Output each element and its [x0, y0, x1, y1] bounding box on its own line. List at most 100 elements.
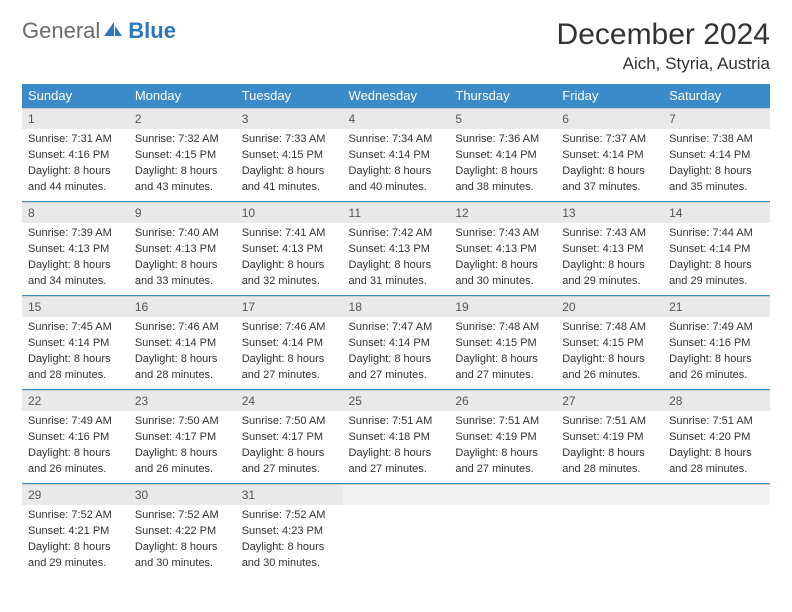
day-day2: and 26 minutes.	[135, 462, 230, 477]
day-day2: and 34 minutes.	[28, 274, 123, 289]
day-day2: and 28 minutes.	[562, 462, 657, 477]
day-sunrise: Sunrise: 7:52 AM	[28, 508, 123, 523]
day-day1: Daylight: 8 hours	[455, 258, 550, 273]
logo: General Blue	[22, 18, 176, 44]
calendar-cell: 24Sunrise: 7:50 AMSunset: 4:17 PMDayligh…	[236, 390, 343, 484]
day-day2: and 29 minutes.	[562, 274, 657, 289]
day-sunrise: Sunrise: 7:46 AM	[242, 320, 337, 335]
calendar-cell: 23Sunrise: 7:50 AMSunset: 4:17 PMDayligh…	[129, 390, 236, 484]
day-sunrise: Sunrise: 7:32 AM	[135, 132, 230, 147]
day-day2: and 28 minutes.	[669, 462, 764, 477]
day-sunset: Sunset: 4:14 PM	[135, 336, 230, 351]
day-day1: Daylight: 8 hours	[28, 164, 123, 179]
weekday-header: Saturday	[663, 84, 770, 108]
day-number-empty	[556, 484, 663, 505]
day-sunset: Sunset: 4:19 PM	[455, 430, 550, 445]
day-day2: and 37 minutes.	[562, 180, 657, 195]
day-data: Sunrise: 7:49 AMSunset: 4:16 PMDaylight:…	[663, 317, 770, 387]
day-sunrise: Sunrise: 7:44 AM	[669, 226, 764, 241]
calendar-row: 8Sunrise: 7:39 AMSunset: 4:13 PMDaylight…	[22, 202, 770, 296]
day-day1: Daylight: 8 hours	[562, 352, 657, 367]
day-sunset: Sunset: 4:22 PM	[135, 524, 230, 539]
day-data: Sunrise: 7:33 AMSunset: 4:15 PMDaylight:…	[236, 129, 343, 199]
day-number: 5	[449, 108, 556, 129]
day-sunset: Sunset: 4:15 PM	[455, 336, 550, 351]
calendar-table: Sunday Monday Tuesday Wednesday Thursday…	[22, 84, 770, 578]
day-day1: Daylight: 8 hours	[28, 540, 123, 555]
day-sunrise: Sunrise: 7:34 AM	[349, 132, 444, 147]
day-data: Sunrise: 7:46 AMSunset: 4:14 PMDaylight:…	[129, 317, 236, 387]
day-day2: and 31 minutes.	[349, 274, 444, 289]
day-sunrise: Sunrise: 7:48 AM	[562, 320, 657, 335]
calendar-cell	[663, 484, 770, 578]
day-number-empty	[663, 484, 770, 505]
day-day2: and 28 minutes.	[135, 368, 230, 383]
day-number: 6	[556, 108, 663, 129]
day-data: Sunrise: 7:37 AMSunset: 4:14 PMDaylight:…	[556, 129, 663, 199]
day-sunrise: Sunrise: 7:39 AM	[28, 226, 123, 241]
day-sunrise: Sunrise: 7:37 AM	[562, 132, 657, 147]
day-day1: Daylight: 8 hours	[562, 446, 657, 461]
calendar-cell: 25Sunrise: 7:51 AMSunset: 4:18 PMDayligh…	[343, 390, 450, 484]
day-number: 26	[449, 390, 556, 411]
day-sunrise: Sunrise: 7:41 AM	[242, 226, 337, 241]
weekday-header: Monday	[129, 84, 236, 108]
day-sunrise: Sunrise: 7:50 AM	[135, 414, 230, 429]
calendar-cell: 12Sunrise: 7:43 AMSunset: 4:13 PMDayligh…	[449, 202, 556, 296]
day-data: Sunrise: 7:42 AMSunset: 4:13 PMDaylight:…	[343, 223, 450, 293]
day-day2: and 26 minutes.	[28, 462, 123, 477]
logo-text-blue: Blue	[128, 18, 176, 44]
day-day1: Daylight: 8 hours	[562, 258, 657, 273]
day-data: Sunrise: 7:45 AMSunset: 4:14 PMDaylight:…	[22, 317, 129, 387]
calendar-cell: 28Sunrise: 7:51 AMSunset: 4:20 PMDayligh…	[663, 390, 770, 484]
day-sunrise: Sunrise: 7:43 AM	[562, 226, 657, 241]
weekday-header: Tuesday	[236, 84, 343, 108]
day-number: 18	[343, 296, 450, 317]
day-sunrise: Sunrise: 7:50 AM	[242, 414, 337, 429]
calendar-cell: 17Sunrise: 7:46 AMSunset: 4:14 PMDayligh…	[236, 296, 343, 390]
calendar-cell	[449, 484, 556, 578]
day-sunrise: Sunrise: 7:42 AM	[349, 226, 444, 241]
day-sunrise: Sunrise: 7:38 AM	[669, 132, 764, 147]
day-data: Sunrise: 7:52 AMSunset: 4:23 PMDaylight:…	[236, 505, 343, 575]
day-number: 14	[663, 202, 770, 223]
day-number: 30	[129, 484, 236, 505]
calendar-cell: 4Sunrise: 7:34 AMSunset: 4:14 PMDaylight…	[343, 108, 450, 202]
day-number: 23	[129, 390, 236, 411]
day-sunset: Sunset: 4:13 PM	[562, 242, 657, 257]
day-data: Sunrise: 7:43 AMSunset: 4:13 PMDaylight:…	[449, 223, 556, 293]
day-sunrise: Sunrise: 7:51 AM	[669, 414, 764, 429]
day-sunset: Sunset: 4:13 PM	[135, 242, 230, 257]
day-day1: Daylight: 8 hours	[135, 258, 230, 273]
day-data: Sunrise: 7:39 AMSunset: 4:13 PMDaylight:…	[22, 223, 129, 293]
day-day1: Daylight: 8 hours	[669, 164, 764, 179]
weekday-header: Sunday	[22, 84, 129, 108]
calendar-cell: 11Sunrise: 7:42 AMSunset: 4:13 PMDayligh…	[343, 202, 450, 296]
day-data: Sunrise: 7:44 AMSunset: 4:14 PMDaylight:…	[663, 223, 770, 293]
title-block: December 2024 Aich, Styria, Austria	[557, 18, 770, 74]
day-day2: and 30 minutes.	[135, 556, 230, 571]
calendar-cell: 16Sunrise: 7:46 AMSunset: 4:14 PMDayligh…	[129, 296, 236, 390]
day-number-empty	[449, 484, 556, 505]
day-number-empty	[343, 484, 450, 505]
calendar-cell: 14Sunrise: 7:44 AMSunset: 4:14 PMDayligh…	[663, 202, 770, 296]
day-sunset: Sunset: 4:13 PM	[455, 242, 550, 257]
calendar-cell: 6Sunrise: 7:37 AMSunset: 4:14 PMDaylight…	[556, 108, 663, 202]
day-day1: Daylight: 8 hours	[669, 446, 764, 461]
day-data: Sunrise: 7:38 AMSunset: 4:14 PMDaylight:…	[663, 129, 770, 199]
day-sunset: Sunset: 4:14 PM	[562, 148, 657, 163]
calendar-cell: 7Sunrise: 7:38 AMSunset: 4:14 PMDaylight…	[663, 108, 770, 202]
day-day2: and 26 minutes.	[562, 368, 657, 383]
day-number: 16	[129, 296, 236, 317]
day-sunrise: Sunrise: 7:52 AM	[135, 508, 230, 523]
calendar-cell: 5Sunrise: 7:36 AMSunset: 4:14 PMDaylight…	[449, 108, 556, 202]
day-day2: and 33 minutes.	[135, 274, 230, 289]
day-number: 12	[449, 202, 556, 223]
calendar-cell: 18Sunrise: 7:47 AMSunset: 4:14 PMDayligh…	[343, 296, 450, 390]
day-number: 21	[663, 296, 770, 317]
day-sunset: Sunset: 4:20 PM	[669, 430, 764, 445]
day-day1: Daylight: 8 hours	[135, 352, 230, 367]
day-day1: Daylight: 8 hours	[242, 540, 337, 555]
day-sunset: Sunset: 4:21 PM	[28, 524, 123, 539]
day-sunset: Sunset: 4:15 PM	[242, 148, 337, 163]
